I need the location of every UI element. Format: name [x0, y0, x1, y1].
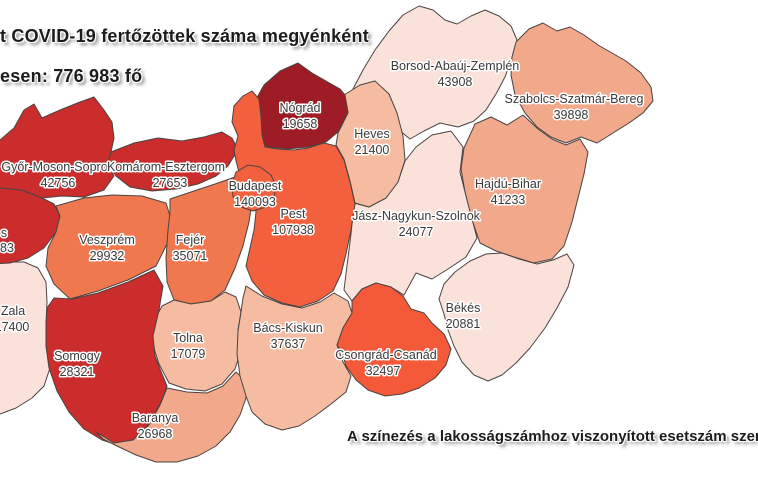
county-value-szabolcs: 39898 [554, 108, 589, 122]
county-label-fejer: Fejér [176, 233, 204, 247]
county-value-baranya: 26968 [138, 427, 173, 441]
map-title: t COVID-19 fertőzöttek száma megyénként [0, 26, 369, 46]
county-label-zala: Zala [1, 304, 25, 318]
county-zala-shape [0, 261, 51, 415]
county-label-tolna: Tolna [173, 331, 203, 345]
county-value-veszprem: 29932 [90, 249, 125, 263]
county-value-heves: 21400 [355, 143, 390, 157]
county-label-nograd: Nógrád [280, 101, 321, 115]
county-value-fejer: 35071 [173, 249, 208, 263]
county-nograd-shape [247, 62, 349, 150]
county-veszprem-shape [45, 194, 173, 300]
total-cases-text: esen: 776 983 fő [0, 66, 143, 86]
county-value-nograd: 19658 [283, 117, 318, 131]
county-value-hajdu-bihar: 41233 [491, 193, 526, 207]
county-value-bacs-kiskun: 37637 [271, 337, 306, 351]
county-value-pest: 107938 [272, 223, 314, 237]
county-budapest-shape [231, 164, 277, 212]
county-value-zala: 17400 [0, 320, 29, 334]
county-label-bacs-kiskun: Bács-Kiskun [253, 321, 323, 335]
county-label-vas-partial: s [1, 226, 7, 240]
county-label-szabolcs: Szabolcs-Szatmár-Bereg [505, 92, 644, 106]
county-label-bekes: Békés [446, 301, 481, 315]
county-value-komarom-esztergom: 27653 [153, 176, 188, 190]
county-value-tolna: 17079 [171, 347, 206, 361]
county-value-jasz-nagykun-szolnok: 24077 [399, 225, 434, 239]
county-label-pest: Pest [280, 207, 306, 221]
county-gyor-moson-sopron-shape [0, 96, 115, 199]
county-value-vas-partial: 83 [0, 241, 14, 255]
county-value-gyor-moson-sopron: 42756 [41, 176, 76, 190]
county-komarom-esztergom-shape [107, 131, 237, 192]
county-value-borsod: 43908 [438, 75, 473, 89]
color-scale-footnote: A színezés a lakosságszámhoz viszonyítot… [347, 428, 758, 445]
county-value-somogy: 28321 [60, 365, 95, 379]
county-value-bekes: 20881 [446, 317, 481, 331]
county-pest-shape [231, 90, 356, 308]
county-hajdu-bihar-shape [460, 114, 589, 264]
county-label-borsod: Borsod-Abaúj-Zemplén [391, 59, 520, 73]
county-label-csongrad-csanad: Csongrád-Csanád [335, 348, 436, 362]
county-label-gyor-moson-sopron: Győr-Moson-Sopron [1, 160, 114, 174]
county-csongrad-csanad-shape [336, 282, 452, 397]
county-label-somogy: Somogy [54, 349, 101, 363]
county-label-veszprem: Veszprém [79, 233, 135, 247]
county-value-budapest: 140093 [234, 195, 276, 209]
county-bekes-shape [438, 252, 575, 382]
county-label-hajdu-bihar: Hajdú-Bihar [475, 177, 541, 191]
county-value-csongrad-csanad: 32497 [366, 364, 401, 378]
county-szabolcs-shape [510, 22, 654, 144]
county-label-jasz-nagykun-szolnok: Jász-Nagykun-Szolnok [352, 209, 481, 223]
county-label-komarom-esztergom: Komárom-Esztergom [107, 160, 225, 174]
county-label-budapest: Budapest [229, 179, 282, 193]
county-label-heves: Heves [354, 127, 389, 141]
county-label-baranya: Baranya [132, 411, 179, 425]
county-bacs-kiskun-shape [236, 285, 353, 431]
